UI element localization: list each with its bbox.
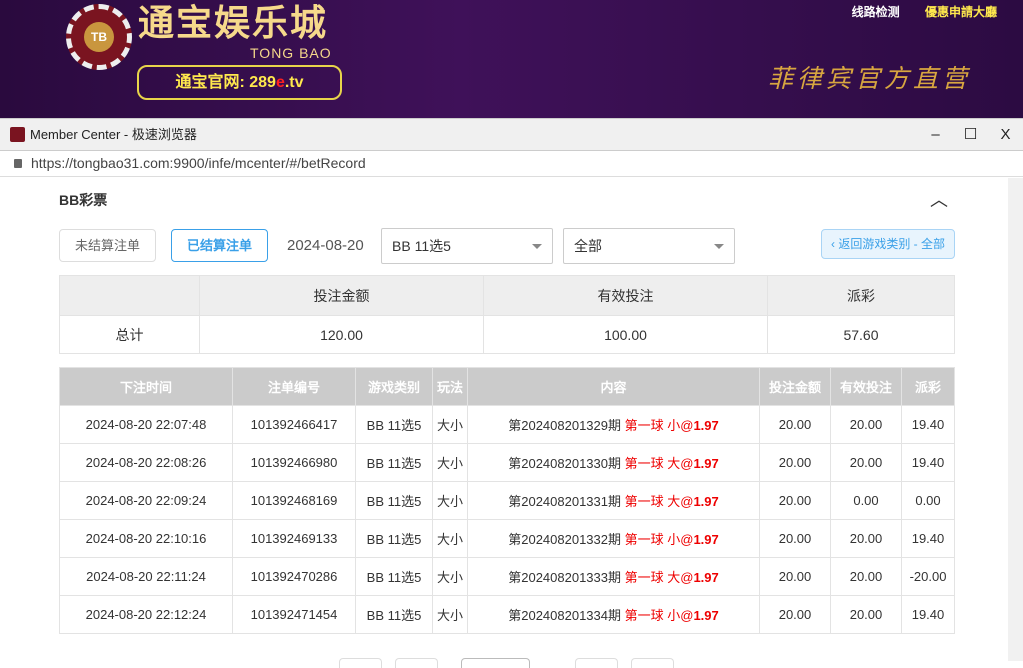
play-type: 大小 (432, 519, 468, 558)
unsettled-tab[interactable]: 未结算注单 (59, 229, 156, 262)
logo-chip-icon: TB (66, 4, 132, 70)
table-row: 2024-08-20 22:12:24 101392471454 BB 11选5 大小… (59, 595, 955, 634)
payout: 19.40 (901, 443, 955, 482)
date-picker[interactable]: 2024-08-20 (287, 237, 364, 254)
logo-subtitle: TONG BAO (250, 45, 332, 61)
bet-time: 2024-08-20 22:07:48 (59, 405, 233, 444)
bet-record-table: 下注时间 注单编号 游戏类别 玩法 内容 投注金额 有效投注 派彩 2024-08-20 22… (59, 367, 955, 634)
line-check-link[interactable]: 线路检测 (851, 5, 900, 19)
pagination-first[interactable] (339, 658, 382, 668)
close-button[interactable]: X (1000, 126, 1011, 143)
slogan: 菲律宾官方直营 (768, 64, 972, 93)
address-bar[interactable]: https://tongbao31.com:9900/infe/mcenter/… (0, 150, 1023, 177)
valid-bet: 20.00 (830, 405, 902, 444)
section-title: BB彩票 (59, 192, 108, 208)
type-select[interactable]: 全部 (563, 228, 735, 264)
bet-id: 101392470286 (232, 557, 356, 596)
bet-id: 101392471454 (232, 595, 356, 634)
pagination-prev[interactable] (395, 658, 438, 668)
bet-amount: 20.00 (759, 557, 831, 596)
lock-icon (14, 159, 22, 168)
back-to-categories-button[interactable]: ‹ 返回游戏类别 - 全部 (821, 229, 955, 259)
game-type: BB 11选5 (355, 481, 433, 520)
valid-bet: 20.00 (830, 595, 902, 634)
bet-time: 2024-08-20 22:11:24 (59, 557, 233, 596)
url-text: https://tongbao31.com:9900/infe/mcenter/… (31, 155, 366, 171)
bet-id: 101392469133 (232, 519, 356, 558)
site-banner: TB 通宝娱乐城 TONG BAO 通宝官网: 289e.tv 线路检测 優惠申… (0, 0, 1023, 118)
game-type: BB 11选5 (355, 405, 433, 444)
official-site-badge: 通宝官网: 289e.tv (137, 65, 342, 100)
game-type: BB 11选5 (355, 557, 433, 596)
play-type: 大小 (432, 443, 468, 482)
bet-content: 第202408201330期 第一球 大@1.97 (467, 443, 760, 482)
bet-time: 2024-08-20 22:10:16 (59, 519, 233, 558)
play-type: 大小 (432, 557, 468, 596)
payout: 19.40 (901, 595, 955, 634)
maximize-button[interactable]: ☐ (963, 126, 978, 143)
bet-content: 第202408201331期 第一球 大@1.97 (467, 481, 760, 520)
bet-amount: 20.00 (759, 519, 831, 558)
pagination-next[interactable] (575, 658, 618, 668)
bet-id: 101392466980 (232, 443, 356, 482)
play-type: 大小 (432, 481, 468, 520)
bet-amount: 20.00 (759, 481, 831, 520)
bet-record-panel: BB彩票 ︿ 未结算注单 已结算注单 2024-08-20 BB 11选5 全部… (0, 178, 1008, 668)
bet-id: 101392466417 (232, 405, 356, 444)
chevron-down-icon (714, 244, 724, 249)
payout: 0.00 (901, 481, 955, 520)
valid-bet: 0.00 (830, 481, 902, 520)
chevron-up-icon[interactable]: ︿ (930, 190, 948, 210)
bet-content: 第202408201329期 第一球 小@1.97 (467, 405, 760, 444)
play-type: 大小 (432, 405, 468, 444)
app-icon (10, 127, 25, 142)
valid-bet: 20.00 (830, 443, 902, 482)
play-type: 大小 (432, 595, 468, 634)
payout: 19.40 (901, 519, 955, 558)
payout: 19.40 (901, 405, 955, 444)
table-row: 2024-08-20 22:10:16 101392469133 BB 11选5 大小… (59, 519, 955, 558)
minimize-button[interactable]: – (931, 126, 940, 143)
chevron-down-icon (532, 244, 542, 249)
table-row: 2024-08-20 22:09:24 101392468169 BB 11选5 大小… (59, 481, 955, 520)
scrollbar[interactable] (1008, 178, 1023, 661)
game-select[interactable]: BB 11选5 (381, 228, 553, 264)
window-title: Member Center - 极速浏览器 (30, 127, 197, 142)
pagination-last[interactable] (631, 658, 674, 668)
window-titlebar: Member Center - 极速浏览器 – ☐ X (0, 118, 1023, 150)
promo-hall-link[interactable]: 優惠申請大廳 (924, 5, 997, 19)
table-row: 2024-08-20 22:08:26 101392466980 BB 11选5 大小… (59, 443, 955, 482)
bet-amount: 20.00 (759, 595, 831, 634)
valid-bet: 20.00 (830, 557, 902, 596)
bet-content: 第202408201332期 第一球 小@1.97 (467, 519, 760, 558)
settled-tab[interactable]: 已结算注单 (171, 229, 268, 262)
table-row: 2024-08-20 22:11:24 101392470286 BB 11选5 大小… (59, 557, 955, 596)
bet-time: 2024-08-20 22:08:26 (59, 443, 233, 482)
game-type: BB 11选5 (355, 595, 433, 634)
bet-time: 2024-08-20 22:12:24 (59, 595, 233, 634)
payout: -20.00 (901, 557, 955, 596)
valid-bet: 20.00 (830, 519, 902, 558)
bet-amount: 20.00 (759, 443, 831, 482)
bet-id: 101392468169 (232, 481, 356, 520)
pagination-current[interactable] (461, 658, 530, 668)
game-type: BB 11选5 (355, 443, 433, 482)
summary-table: 投注金额 有效投注 派彩 总计 120.00 100.00 57.60 (59, 275, 955, 354)
table-row: 2024-08-20 22:07:48 101392466417 BB 11选5 大小… (59, 405, 955, 444)
bet-time: 2024-08-20 22:09:24 (59, 481, 233, 520)
game-type: BB 11选5 (355, 519, 433, 558)
logo-title: 通宝娱乐城 (138, 2, 329, 44)
bet-content: 第202408201333期 第一球 大@1.97 (467, 557, 760, 596)
bet-content: 第202408201334期 第一球 小@1.97 (467, 595, 760, 634)
bet-amount: 20.00 (759, 405, 831, 444)
